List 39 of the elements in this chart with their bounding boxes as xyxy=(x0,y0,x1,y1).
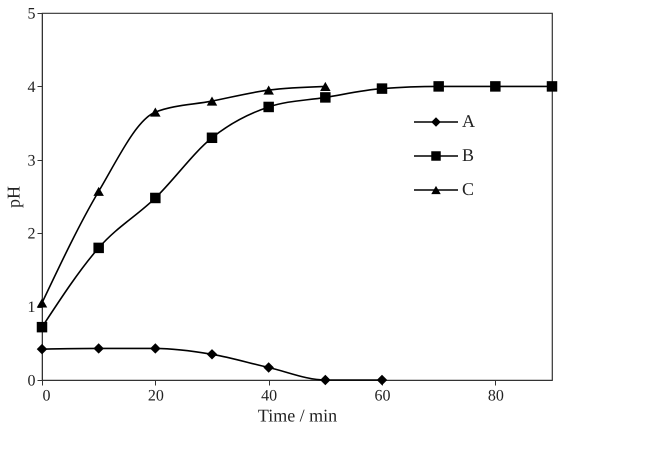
point xyxy=(376,374,388,386)
legend-label: C xyxy=(462,179,474,199)
point xyxy=(263,362,274,373)
point xyxy=(93,242,104,254)
y-tick-label: 4 xyxy=(28,78,36,96)
point xyxy=(546,81,558,92)
point xyxy=(150,343,161,354)
y-tick-label: 0 xyxy=(28,372,36,390)
point xyxy=(376,83,388,94)
point xyxy=(93,343,104,354)
x-tick-label: 60 xyxy=(374,388,390,404)
point xyxy=(263,102,274,112)
point xyxy=(320,82,331,91)
y-tick-label: 5 xyxy=(28,6,36,22)
point xyxy=(93,186,104,196)
point xyxy=(206,132,218,144)
y-axis-title: pH xyxy=(4,186,24,208)
x-tick-label: 80 xyxy=(488,388,504,404)
point xyxy=(206,349,218,360)
legend-label: B xyxy=(462,145,474,165)
x-tick-label: 40 xyxy=(261,388,278,404)
x-axis-title: Time / min xyxy=(258,406,338,426)
y-tick-label: 2 xyxy=(28,226,36,243)
point xyxy=(150,108,161,117)
x-tick-label: 20 xyxy=(148,388,164,404)
y-tick-label: 1 xyxy=(28,299,36,316)
y-tick-label: 3 xyxy=(28,152,36,170)
x-tick-label: 0 xyxy=(42,388,50,404)
point xyxy=(263,86,274,95)
point xyxy=(206,96,218,106)
point xyxy=(320,92,331,103)
legend-label: A xyxy=(462,111,475,131)
point xyxy=(490,81,501,92)
point xyxy=(36,322,48,332)
point xyxy=(36,298,48,308)
point xyxy=(36,344,48,354)
point xyxy=(320,374,331,386)
point xyxy=(150,192,161,204)
point xyxy=(433,81,444,92)
